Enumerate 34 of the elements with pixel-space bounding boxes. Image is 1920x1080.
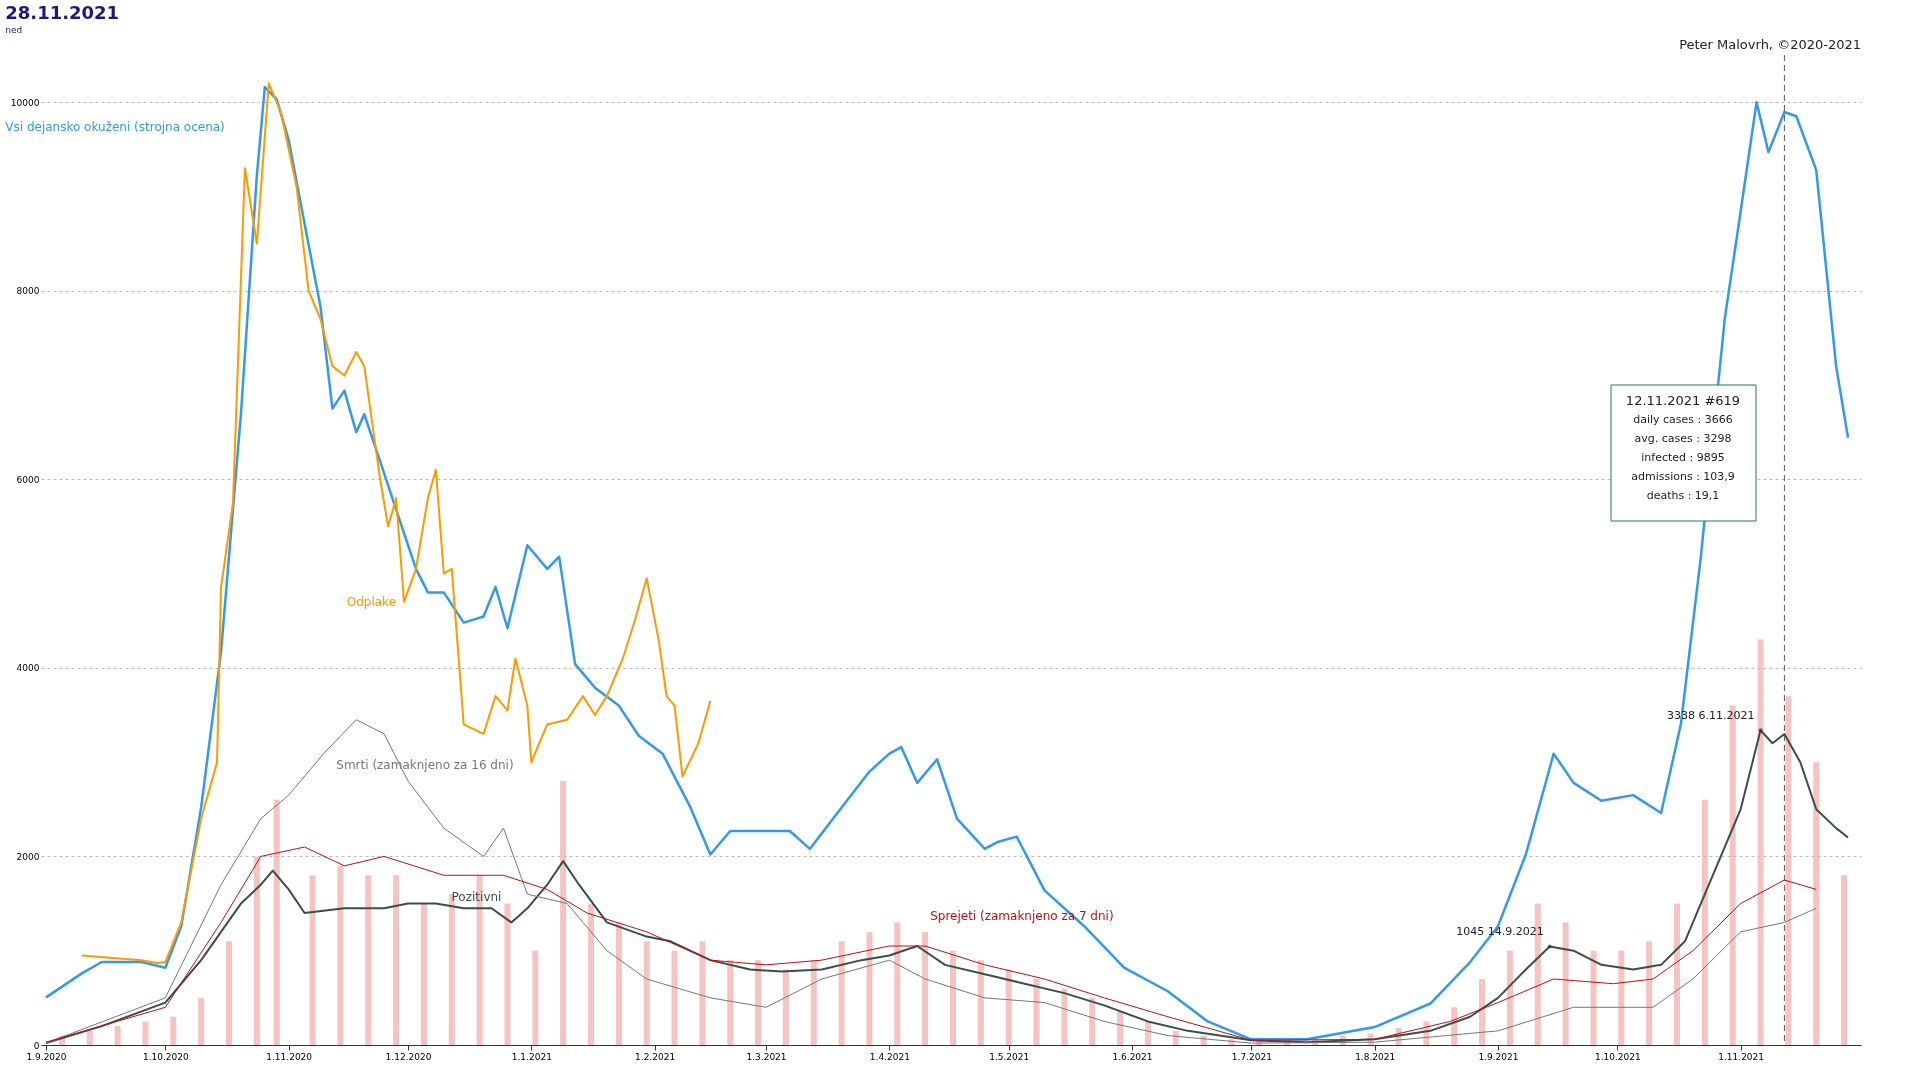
annotation: deaths : 19,1 <box>1646 489 1720 502</box>
y-tick-label: 8000 <box>16 286 40 297</box>
chart-subtitle: ned <box>5 25 23 35</box>
y-tick-label: 2000 <box>16 851 40 862</box>
annotation: infected : 9895 <box>1641 451 1725 464</box>
y-tick-label: 0 <box>33 1040 40 1051</box>
x-tick-label: 1.8.2021 <box>1355 1051 1396 1062</box>
x-tick-label: 1.3.2021 <box>746 1051 787 1062</box>
x-tick-label: 1.11.2021 <box>1718 1051 1765 1062</box>
annotation: 12.11.2021 #619 <box>1625 393 1741 408</box>
text: Vsi dejansko okuženi (strojna ocena) <box>5 120 225 135</box>
x-tick-label: 1.5.2021 <box>989 1051 1030 1062</box>
annotation: avg. cases : 3298 <box>1634 432 1732 445</box>
y-tick-label: 6000 <box>16 474 40 485</box>
x-tick-label: 1.11.2020 <box>266 1051 313 1062</box>
text: Peter Malovrh, ©2020-2021 <box>1679 37 1861 52</box>
series-label: Odplake <box>346 594 397 609</box>
annotation: daily cases : 3666 <box>1633 413 1733 426</box>
x-tick-label: 1.4.2021 <box>869 1051 910 1062</box>
series-label: Sprejeti (zamaknjeno za 7 dni) <box>930 909 1114 923</box>
x-tick-label: 1.9.2021 <box>1478 1051 1519 1062</box>
x-tick-label: 1.10.2020 <box>142 1051 190 1062</box>
y-tick-label: 10000 <box>10 97 40 108</box>
x-tick-label: 1.12.2020 <box>385 1051 432 1062</box>
x-tick-label: 1.10.2021 <box>1594 1051 1641 1062</box>
x-tick-label: 1.7.2021 <box>1231 1051 1272 1062</box>
annotation: admissions : 103,9 <box>1631 470 1735 483</box>
x-tick-label: 1.6.2021 <box>1112 1051 1153 1062</box>
chart-title: 28.11.2021 <box>5 2 120 23</box>
x-tick-label: 1.9.2020 <box>26 1051 67 1062</box>
x-tick-label: 1.1.2021 <box>511 1051 552 1062</box>
x-tick-label: 1.2.2021 <box>635 1051 676 1062</box>
y-tick-label: 4000 <box>16 663 40 674</box>
series-label: Pozitivni <box>451 890 502 905</box>
